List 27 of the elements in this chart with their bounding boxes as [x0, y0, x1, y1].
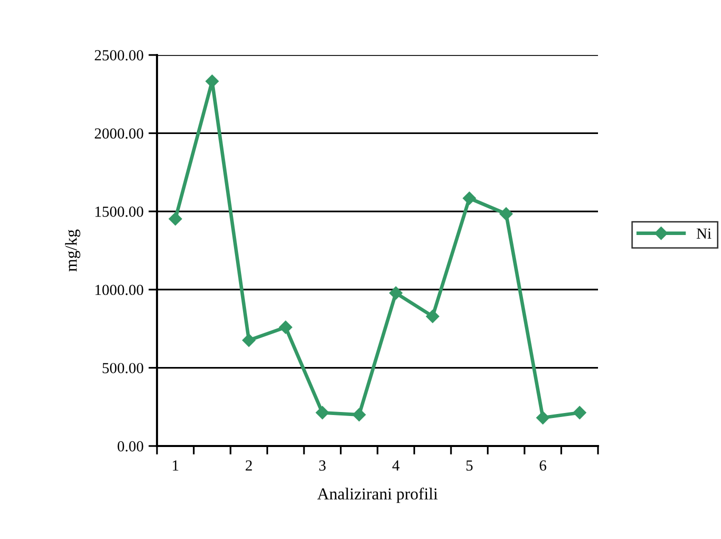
point	[389, 286, 402, 300]
y-tick-label: 1000.00	[95, 284, 144, 296]
x-tick-label: 1	[172, 460, 178, 470]
point	[462, 192, 476, 205]
point	[316, 406, 329, 420]
y-tick-label: 2000.00	[94, 128, 144, 139]
point	[242, 334, 256, 347]
point	[168, 212, 182, 226]
legend-label: Ni	[696, 228, 712, 239]
x-tick-label: 6	[540, 460, 546, 471]
y-tick-label: 0.00	[118, 441, 144, 452]
point	[426, 310, 440, 323]
x-tick-label: 2	[246, 460, 252, 470]
y-axis-title: mg/kg	[65, 230, 80, 272]
point	[206, 74, 219, 88]
point	[352, 408, 366, 422]
y-tick-label: 500.00	[102, 362, 144, 374]
point	[279, 320, 292, 334]
x-tick-label: 4	[392, 460, 400, 470]
x-axis-title: Analizirani profili	[317, 488, 438, 503]
y-tick-label: 2500.00	[94, 50, 144, 61]
x-tick-label: 5	[466, 460, 473, 471]
point	[500, 207, 513, 220]
point	[536, 411, 550, 424]
point	[573, 406, 586, 420]
y-tick-label: 1500.00	[95, 206, 144, 217]
x-tick-label: 3	[319, 460, 326, 471]
